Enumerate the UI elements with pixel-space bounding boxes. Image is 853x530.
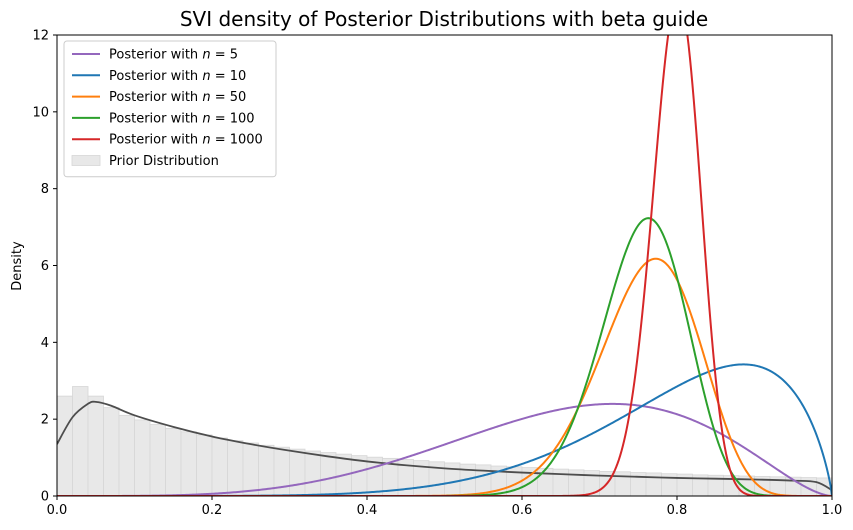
prior-histogram-bar	[289, 448, 306, 496]
prior-histogram-bar	[118, 414, 135, 496]
y-tick-label: 6	[41, 259, 49, 274]
prior-histogram-bar	[72, 386, 89, 496]
x-tick-label: 0.8	[667, 503, 688, 518]
prior-histogram-bar	[320, 452, 337, 496]
legend-label: Posterior with n = 5	[109, 48, 238, 63]
y-tick-label: 10	[32, 105, 49, 120]
y-tick-label: 4	[41, 336, 49, 351]
legend-label-prior: Prior Distribution	[109, 154, 219, 169]
prior-histogram	[57, 386, 832, 496]
prior-histogram-bar	[227, 440, 244, 496]
series-line-1	[57, 402, 832, 496]
prior-histogram-bar	[149, 424, 166, 496]
prior-histogram-bar	[87, 395, 104, 496]
x-tick-label: 0.6	[512, 503, 533, 518]
y-tick-label: 12	[32, 29, 49, 44]
y-tick-label: 2	[41, 413, 49, 428]
prior-kde-line	[57, 400, 832, 492]
legend: Posterior with n = 5 Posterior with n = 1…	[63, 40, 277, 178]
legend-label: Posterior with n = 1000	[109, 133, 263, 148]
prior-histogram-bar	[180, 431, 197, 496]
prior-histogram-bar	[103, 407, 120, 496]
legend-label: Posterior with n = 50	[109, 90, 246, 105]
x-tick-label: 0.0	[47, 503, 68, 518]
y-tick-label: 0	[41, 490, 49, 505]
series-line-5	[57, 35, 832, 496]
prior-histogram-bar	[134, 419, 151, 496]
x-tick-label: 0.2	[202, 503, 223, 518]
y-axis-label: Density	[10, 241, 25, 291]
plot-area: 0.0 0.2 0.4 0.6 0.8 1.0 0 2 4 6 8 10 12	[32, 29, 843, 519]
legend-swatch-prior	[71, 155, 101, 166]
chart-title: SVI density of Posterior Distributions w…	[180, 7, 708, 31]
y-tick-label: 8	[41, 182, 49, 197]
prior-histogram-bar	[242, 442, 259, 496]
prior-histogram-bar	[196, 434, 213, 496]
prior-histogram-bar	[165, 427, 182, 496]
prior-histogram-bar	[304, 450, 321, 496]
x-tick-label: 1.0	[822, 503, 843, 518]
legend-label: Posterior with n = 100	[109, 111, 255, 126]
prior-histogram-bar	[211, 437, 228, 496]
prior-histogram-bar	[57, 395, 73, 496]
legend-label: Posterior with n = 10	[109, 69, 246, 84]
legend-box	[63, 40, 277, 178]
x-tick-label: 0.4	[357, 503, 378, 518]
